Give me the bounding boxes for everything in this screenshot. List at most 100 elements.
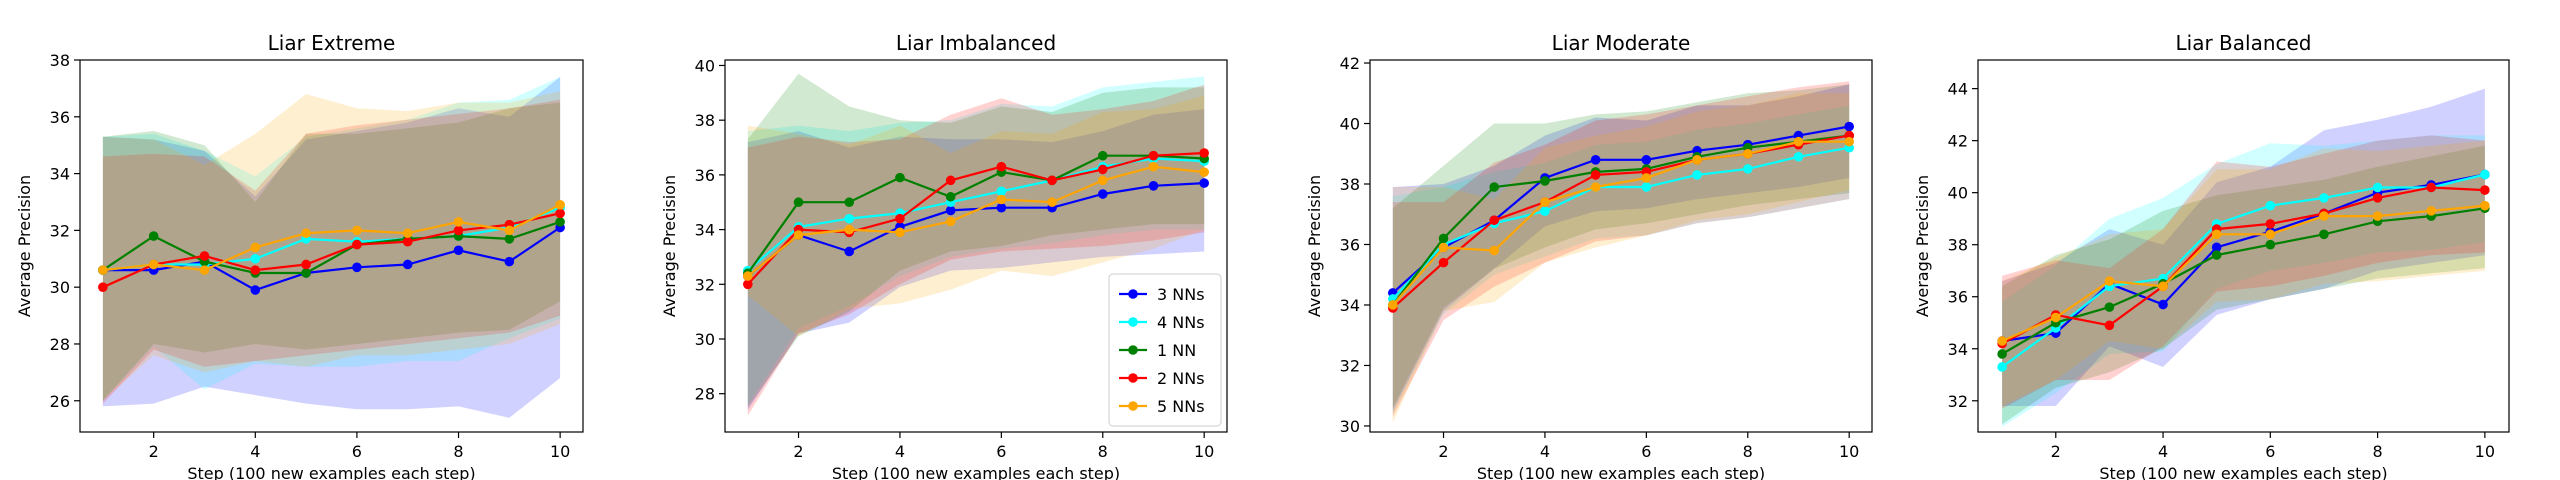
- y-axis-label: Average Precision: [1913, 175, 1932, 317]
- chart-panel-1: 2 4 6 8 10 26 28 30 32 34 36 38 Liar Extreme Step (10…: [15, 31, 584, 480]
- plot-area: [98, 77, 565, 418]
- chart-title: Liar Imbalanced: [896, 31, 1056, 55]
- point-series-5: [1793, 136, 1804, 147]
- x-tick-label: 2: [1438, 442, 1448, 461]
- point-series-4: [2265, 219, 2276, 229]
- point-series-5: [301, 228, 311, 239]
- point-series-5: [1997, 336, 2007, 346]
- point-series-1: [996, 202, 1007, 213]
- point-series-3: [1097, 150, 1108, 161]
- point-series-5: [1590, 182, 1601, 192]
- legend-label: 3 NNs: [1157, 285, 1205, 304]
- line-series-1: [102, 226, 561, 292]
- point-series-5: [1692, 155, 1702, 165]
- plot-area: [1997, 88, 2490, 427]
- x-tick-label: 6: [2265, 442, 2275, 461]
- point-series-5: [1148, 161, 1159, 172]
- point-series-4: [250, 265, 261, 275]
- point-series-2: [1540, 206, 1550, 217]
- line-series-3: [1391, 134, 1850, 306]
- line-series-5: [2001, 204, 2486, 343]
- chart-panel-2: 2 4 6 8 10 28 30 32 34 36 38 40 Liar Imbalanced Step …: [660, 31, 1228, 480]
- point-series-5: [555, 200, 565, 210]
- point-series-5: [1388, 300, 1398, 310]
- x-tick-label: 2: [2051, 442, 2061, 461]
- point-series-3: [945, 191, 956, 202]
- x-tick-label: 6: [352, 442, 362, 461]
- legend-marker: [1128, 401, 1138, 411]
- point-series-5: [844, 224, 855, 235]
- legend-marker: [1128, 345, 1138, 355]
- point-series-5: [1199, 167, 1209, 177]
- point-series-5: [1742, 148, 1753, 159]
- point-series-5: [2319, 211, 2329, 221]
- band-series-1: [2002, 88, 2485, 406]
- point-series-1: [352, 262, 362, 273]
- point-series-3: [844, 197, 855, 208]
- x-tick-label: 4: [895, 442, 905, 461]
- point-series-5: [504, 225, 515, 236]
- axes-frame: [79, 59, 584, 433]
- band-series-4: [747, 84, 1205, 416]
- y-tick-label: 30: [695, 330, 715, 349]
- legend-label: 2 NNs: [1157, 369, 1205, 388]
- band-series-2: [747, 76, 1205, 405]
- band-series-4: [2002, 135, 2485, 409]
- band-series-3: [102, 102, 561, 401]
- point-series-2: [1742, 164, 1753, 174]
- legend-marker: [1128, 373, 1138, 383]
- x-tick-label: 6: [1641, 442, 1651, 461]
- point-series-3: [793, 197, 804, 208]
- point-series-4: [352, 239, 362, 250]
- x-tick-label: 10: [1194, 442, 1214, 461]
- point-series-4: [453, 225, 464, 236]
- point-series-5: [148, 259, 159, 270]
- point-series-3: [2319, 229, 2329, 240]
- line-series-4: [746, 151, 1205, 286]
- y-tick-label: 42: [1340, 54, 1360, 73]
- legend-marker: [1128, 317, 1138, 327]
- x-tick-label: 10: [1839, 442, 1859, 461]
- point-series-1: [844, 246, 855, 257]
- chart-panel-4: 2 4 6 8 10 32 34 36 38 40 42 44 Liar Balanced Step (1…: [1913, 31, 2510, 480]
- x-tick-label: 10: [550, 442, 570, 461]
- point-series-5: [1047, 197, 1057, 208]
- point-series-1: [250, 285, 261, 295]
- x-tick-label: 4: [2158, 442, 2168, 461]
- point-series-5: [1489, 245, 1500, 256]
- point-series-4: [1148, 150, 1159, 161]
- y-tick-label: 40: [695, 56, 715, 75]
- point-series-1: [1097, 189, 1108, 199]
- point-series-1: [2158, 299, 2168, 310]
- line-series-3: [2001, 207, 2486, 355]
- point-series-2: [2372, 182, 2383, 193]
- point-series-4: [402, 236, 413, 247]
- legend-label: 4 NNs: [1157, 313, 1205, 332]
- y-tick-label: 40: [1340, 115, 1360, 134]
- x-tick-label: 2: [149, 442, 159, 461]
- y-tick-label: 36: [695, 166, 715, 185]
- x-tick-label: 10: [2475, 442, 2495, 461]
- point-series-5: [1438, 242, 1449, 253]
- x-axis-label: Step (100 new examples each step): [2099, 464, 2387, 480]
- point-series-2: [1997, 362, 2007, 372]
- point-series-4: [2372, 193, 2383, 203]
- y-tick-label: 32: [1340, 356, 1360, 375]
- x-axis-label: Step (100 new examples each step): [1477, 464, 1765, 480]
- point-series-4: [1047, 175, 1057, 186]
- point-series-1: [1844, 121, 1854, 132]
- point-series-2: [2480, 169, 2490, 180]
- y-tick-label: 34: [50, 165, 70, 184]
- point-series-3: [2104, 302, 2115, 312]
- point-series-5: [352, 225, 362, 236]
- band-series-5: [1392, 93, 1850, 423]
- line-series-1: [747, 182, 1205, 277]
- point-series-4: [1590, 170, 1601, 180]
- point-series-3: [301, 268, 311, 278]
- point-series-5: [453, 217, 464, 227]
- point-series-2: [250, 253, 261, 264]
- point-series-3: [148, 231, 159, 241]
- y-tick-label: 26: [50, 392, 70, 411]
- x-axis-label: Step (100 new examples each step): [187, 464, 475, 480]
